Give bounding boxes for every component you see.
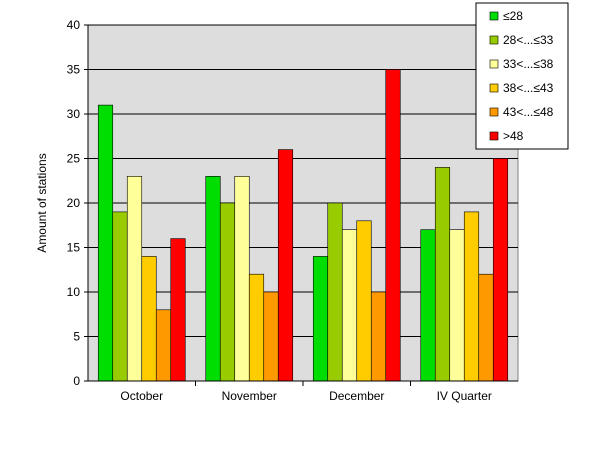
legend-label: 38<...≤43	[503, 81, 554, 95]
bar	[263, 291, 279, 382]
legend-swatch	[489, 59, 499, 69]
x-tick-label: October	[120, 389, 163, 403]
bar	[141, 256, 157, 382]
bar	[277, 149, 294, 382]
legend-swatch	[489, 83, 499, 93]
bar	[126, 176, 143, 382]
bar	[248, 273, 265, 382]
bars	[97, 69, 509, 382]
y-axis-label: Amount of stations	[35, 153, 49, 252]
legend-label: 43<...≤48	[503, 105, 554, 119]
bar	[155, 309, 172, 382]
bar	[434, 167, 451, 382]
legend-swatch	[489, 107, 499, 117]
bar	[478, 273, 494, 382]
bar	[356, 220, 372, 382]
bar	[492, 158, 509, 382]
y-tick-label: 5	[73, 330, 80, 344]
x-tick-label: IV Quarter	[437, 389, 492, 403]
bar	[312, 256, 329, 382]
y-axis-ticks: 0 5 10 15 20 25 30 35 40	[67, 18, 88, 388]
y-tick-label: 40	[67, 18, 81, 32]
bar	[234, 176, 250, 382]
bar	[205, 176, 221, 382]
y-tick-label: 0	[73, 374, 80, 388]
y-tick-label: 30	[67, 107, 81, 121]
bar	[370, 291, 387, 382]
legend-swatch	[489, 131, 499, 141]
y-tick-label: 10	[67, 285, 81, 299]
bar	[112, 211, 128, 382]
bar	[170, 238, 186, 382]
legend-label: 28<...≤33	[503, 33, 554, 47]
y-tick-label: 15	[67, 241, 81, 255]
y-tick-label: 35	[67, 63, 81, 77]
bar	[97, 104, 114, 382]
bar	[327, 202, 343, 382]
y-tick-label: 25	[67, 152, 81, 166]
bar	[420, 229, 436, 382]
legend-label: ≤28	[503, 9, 523, 23]
legend: ≤28 28<...≤33 33<...≤38 38<...≤43 43<...≤48 >…	[475, 2, 569, 150]
x-tick-label: December	[329, 389, 384, 403]
x-tick-label: November	[222, 389, 277, 403]
bar	[219, 202, 236, 382]
legend-swatch	[489, 35, 499, 45]
x-axis-ticks: October November December IV Quarter	[120, 381, 492, 403]
legend-swatch	[489, 11, 499, 21]
legend-box	[475, 2, 569, 150]
legend-label: 33<...≤38	[503, 57, 554, 71]
bar	[463, 211, 480, 382]
legend-label: >48	[503, 129, 524, 143]
bar	[341, 229, 358, 382]
bar	[449, 229, 465, 382]
y-tick-label: 20	[67, 196, 81, 210]
bar	[385, 69, 401, 382]
